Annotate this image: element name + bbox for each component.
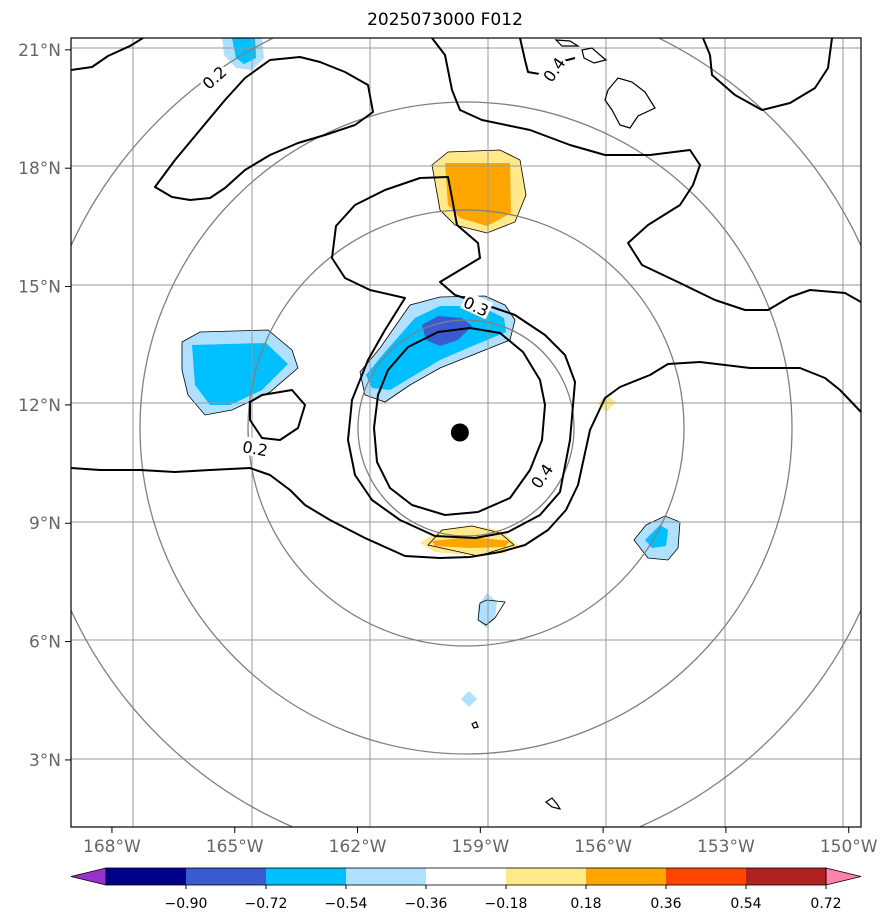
colorbar-extend-low [70,867,107,886]
colorbar-tick-label: −0.54 [325,896,368,912]
lon-tick-label: 150°W [820,837,878,857]
colorbar-segment [266,868,346,885]
contour-label: 0.4 [539,54,569,86]
colorbar-segment [746,868,826,885]
colorbar-segment [666,868,746,885]
contour-label-bg [460,291,494,320]
shading-outline [477,599,506,626]
storm-center-marker [450,423,469,442]
contour-label-bg [525,458,557,492]
coastlines [471,39,656,810]
contour-line [331,176,576,539]
colorbar-tick-label: 0.72 [810,896,841,912]
colorbar-tick-label: −0.90 [165,896,208,912]
range-ring [247,209,685,647]
lat-tick-label: 9°N [29,514,61,534]
colorbar-tick-label: −0.72 [245,896,288,912]
lon-tick-label: 153°W [697,837,755,857]
colorbar-segment [586,868,666,885]
plot-frame [70,37,862,828]
shaded-fields [182,38,680,707]
shading-cyan [192,343,288,405]
coastline-islet [544,797,562,810]
contour-label-bg [197,60,231,93]
contour-label-bg [537,52,569,86]
contour-line [71,361,861,559]
contour-label-bg [240,436,271,459]
lat-tick-label: 18°N [18,159,61,179]
colorbar-tick-label: −0.18 [485,896,528,912]
contour-line [702,38,833,111]
lon-tick-label: 159°W [451,837,509,857]
contours [71,38,861,559]
lon-tick-label: 168°W [83,837,141,857]
lon-tick-label: 156°W [574,837,632,857]
colorbar-segment [186,868,266,885]
lat-tick-label: 6°N [29,633,61,653]
contour-line [373,327,546,516]
colorbar-extend-high [825,867,862,886]
lat-tick-label: 3°N [29,751,61,771]
colorbar-segment [506,868,586,885]
coastline-hawaii-big-island [604,77,656,129]
shading-cyan [645,525,668,548]
contour-line [249,389,306,441]
coastline-oahu [554,39,581,47]
contour-line [431,38,861,311]
lat-tick-label: 12°N [18,396,61,416]
range-ring [139,101,793,755]
lon-tick-label: 165°W [206,837,264,857]
colorbar-segment [346,868,426,885]
colorbar-tick-label: 0.54 [730,896,761,912]
shading-light-blue [461,691,477,707]
lat-tick-label: 15°N [18,278,61,298]
colorbar-segment [106,868,186,885]
map-title: 2025073000 F012 [367,10,523,30]
lat-tick-label: 21°N [18,41,61,61]
colorbar: −0.90 −0.72 −0.54 −0.36 −0.18 0.18 0.36 0.54 0.7… [70,867,862,912]
range-rings [71,38,861,827]
lon-tick-label: 162°W [329,837,387,857]
colorbar-frame [105,867,827,886]
colorbar-segment [426,868,506,885]
contour-line [154,56,374,201]
lon-axis: 168°W 165°W 162°W 159°W 156°W 153°W 150°W [83,827,878,857]
coastline-islet [471,721,479,729]
contour-label: 0.2 [241,437,269,460]
colorbar-tick-label: 0.36 [650,896,681,912]
coastline-maui [581,47,608,64]
shading-outline [633,515,681,561]
shading-outline [181,329,299,416]
contour-label: 0.2 [199,62,231,93]
colorbar-tick-label: −0.36 [405,896,448,912]
contour-line [71,38,144,71]
range-ring [357,319,575,537]
lat-axis: 21°N 18°N 15°N 12°N 9°N 6°N 3°N [18,41,71,771]
shading-outline [431,149,527,234]
map-plot-area: 0.2 0.40.30.20.4 [71,38,861,827]
shading-orange [432,537,510,548]
colorbar-tick-label: 0.18 [570,896,601,912]
gridlines [71,38,861,827]
